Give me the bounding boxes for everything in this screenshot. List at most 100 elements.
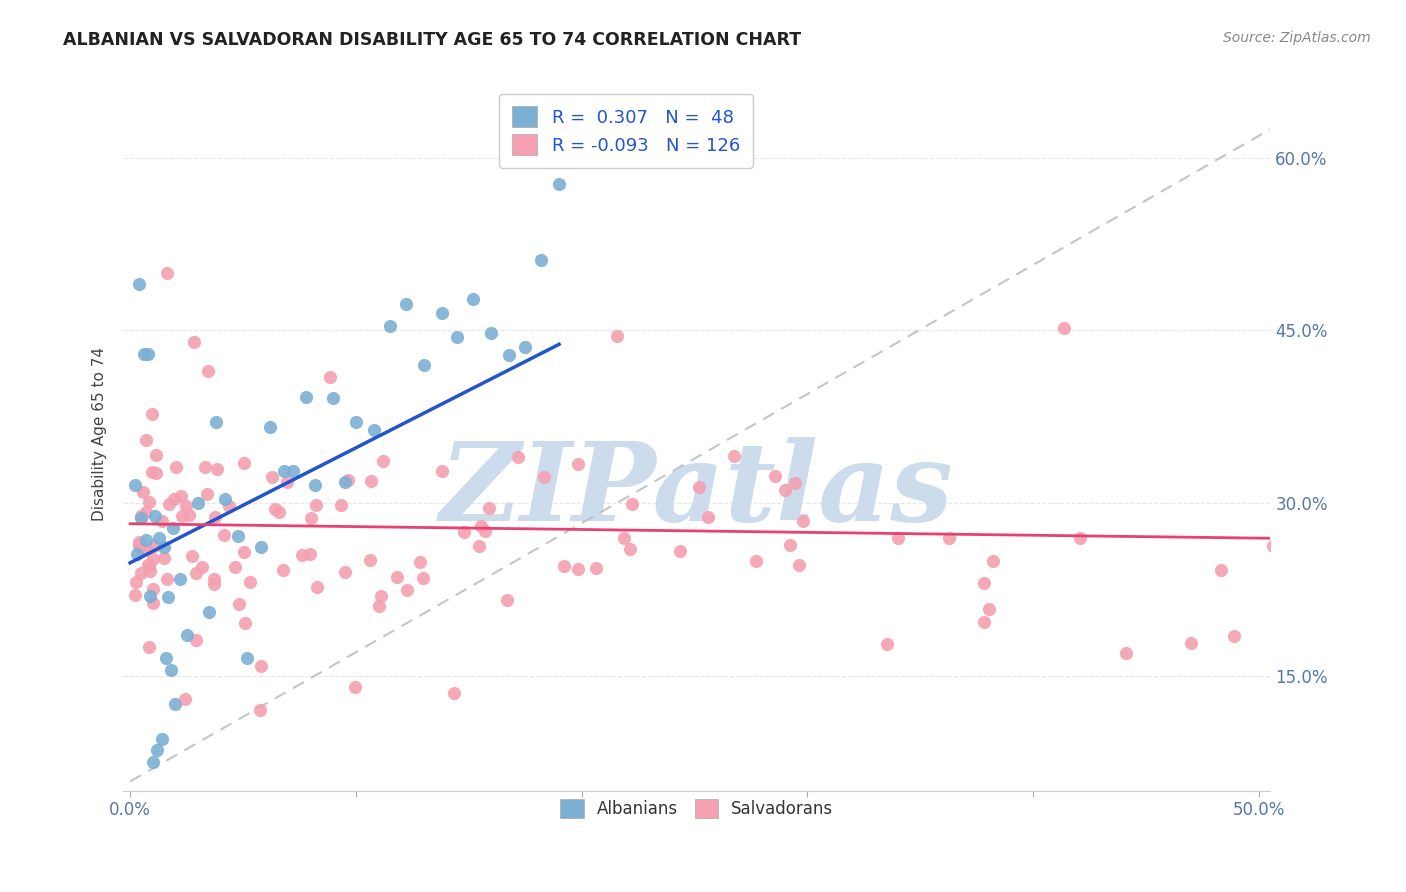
Point bbox=[271, 563, 294, 577]
Point bbox=[886, 531, 908, 545]
Point bbox=[135, 433, 157, 447]
Point bbox=[145, 466, 167, 480]
Point bbox=[228, 597, 250, 611]
Point bbox=[298, 547, 321, 561]
Legend: Albanians, Salvadorans: Albanians, Salvadorans bbox=[554, 792, 841, 825]
Point bbox=[696, 510, 718, 524]
Point bbox=[138, 495, 160, 509]
Point bbox=[723, 449, 745, 463]
Point bbox=[181, 549, 204, 564]
Point bbox=[259, 419, 281, 434]
Point bbox=[146, 743, 169, 757]
Point bbox=[567, 457, 589, 471]
Point bbox=[344, 416, 367, 430]
Point bbox=[619, 542, 641, 557]
Point bbox=[305, 581, 328, 595]
Point bbox=[333, 475, 356, 490]
Point bbox=[124, 478, 146, 492]
Point bbox=[184, 633, 207, 648]
Point bbox=[169, 572, 191, 586]
Point bbox=[239, 574, 262, 589]
Point bbox=[515, 340, 537, 354]
Point bbox=[548, 177, 571, 191]
Point bbox=[304, 478, 326, 492]
Point bbox=[131, 566, 153, 580]
Point bbox=[128, 538, 150, 552]
Point bbox=[467, 539, 489, 553]
Point bbox=[176, 500, 198, 514]
Point bbox=[183, 334, 205, 349]
Point bbox=[233, 456, 256, 470]
Point bbox=[148, 531, 170, 545]
Point bbox=[214, 491, 236, 506]
Point bbox=[195, 486, 218, 500]
Point bbox=[973, 576, 995, 591]
Point bbox=[139, 565, 162, 579]
Point bbox=[142, 755, 165, 769]
Point bbox=[135, 543, 157, 558]
Point bbox=[299, 510, 322, 524]
Point bbox=[330, 498, 353, 512]
Point bbox=[744, 554, 766, 568]
Point bbox=[124, 588, 146, 602]
Point bbox=[157, 590, 180, 604]
Point bbox=[773, 483, 796, 497]
Point bbox=[396, 583, 419, 598]
Point bbox=[443, 686, 465, 700]
Point bbox=[779, 538, 801, 552]
Point bbox=[204, 509, 226, 524]
Point bbox=[267, 505, 290, 519]
Point bbox=[141, 407, 163, 421]
Point bbox=[145, 448, 167, 462]
Point bbox=[295, 390, 318, 404]
Point bbox=[496, 592, 519, 607]
Point bbox=[136, 346, 159, 360]
Point bbox=[138, 640, 160, 655]
Point bbox=[124, 574, 146, 589]
Point bbox=[508, 450, 530, 464]
Point bbox=[129, 508, 152, 523]
Point bbox=[198, 605, 221, 619]
Point bbox=[412, 358, 434, 372]
Point bbox=[1180, 636, 1202, 650]
Point bbox=[212, 528, 235, 542]
Point bbox=[132, 346, 155, 360]
Y-axis label: Disability Age 65 to 74: Disability Age 65 to 74 bbox=[93, 347, 107, 521]
Point bbox=[412, 571, 434, 585]
Point bbox=[262, 469, 284, 483]
Point bbox=[143, 539, 166, 553]
Point bbox=[787, 558, 810, 573]
Point bbox=[533, 470, 555, 484]
Point bbox=[669, 544, 692, 558]
Text: ZIPatlas: ZIPatlas bbox=[440, 437, 953, 545]
Point bbox=[165, 460, 187, 475]
Point bbox=[378, 319, 401, 334]
Point bbox=[783, 475, 806, 490]
Point bbox=[143, 508, 166, 523]
Point bbox=[142, 551, 165, 566]
Point bbox=[613, 532, 636, 546]
Point bbox=[453, 525, 475, 540]
Point bbox=[236, 651, 259, 665]
Point bbox=[193, 460, 215, 475]
Point bbox=[430, 306, 453, 320]
Point bbox=[585, 561, 607, 575]
Point bbox=[1211, 563, 1233, 577]
Point bbox=[142, 596, 165, 610]
Point bbox=[170, 489, 193, 503]
Point bbox=[620, 497, 643, 511]
Point bbox=[176, 628, 198, 642]
Point bbox=[135, 533, 157, 547]
Point bbox=[305, 498, 328, 512]
Point bbox=[973, 615, 995, 629]
Point bbox=[938, 531, 960, 545]
Point bbox=[249, 703, 271, 717]
Point bbox=[792, 514, 814, 528]
Point bbox=[156, 266, 179, 280]
Point bbox=[1223, 629, 1246, 643]
Point bbox=[250, 541, 273, 555]
Point bbox=[371, 454, 394, 468]
Point bbox=[281, 464, 304, 478]
Point bbox=[273, 464, 295, 478]
Point bbox=[187, 496, 209, 510]
